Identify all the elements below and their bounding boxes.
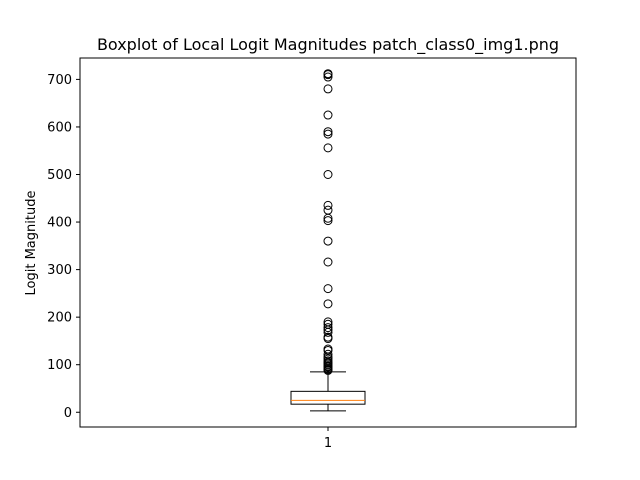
outlier-point — [323, 205, 333, 215]
y-tick-label: 300 — [47, 263, 72, 278]
outlier-point — [323, 257, 333, 267]
outlier-point — [323, 110, 333, 120]
y-tick-label: 400 — [47, 216, 72, 231]
outlier-point — [323, 84, 333, 94]
outlier-point — [323, 323, 333, 333]
outlier-point — [323, 284, 333, 294]
y-axis-label: Logit Magnitude — [24, 191, 39, 296]
chart-title: Boxplot of Local Logit Magnitudes patch_… — [97, 35, 559, 55]
outlier-point — [323, 216, 333, 226]
outlier-point — [323, 170, 333, 180]
outlier-point — [323, 69, 333, 79]
y-tick-label: 600 — [47, 120, 72, 135]
outlier-point — [323, 72, 333, 82]
outlier-point — [323, 143, 333, 153]
outlier-point — [323, 349, 333, 359]
y-tick-label: 200 — [47, 311, 72, 326]
y-tick-label: 100 — [47, 358, 72, 373]
outlier-point — [323, 319, 333, 329]
plot-area: 0 100 200 300 400 500 600 700 1 — [47, 57, 577, 451]
iqr-box — [290, 390, 366, 405]
outlier-point — [323, 299, 333, 309]
outlier-point — [323, 317, 333, 327]
y-tick-label: 700 — [47, 73, 72, 88]
outlier-point — [323, 332, 333, 342]
x-tick-label: 1 — [324, 436, 332, 451]
y-tick-label: 0 — [64, 406, 72, 421]
outlier-point — [323, 127, 333, 137]
outlier-point — [323, 200, 333, 210]
outlier-point — [323, 236, 333, 246]
y-tick-label: 500 — [47, 168, 72, 183]
outlier-point — [323, 129, 333, 139]
outlier-point — [323, 344, 333, 354]
